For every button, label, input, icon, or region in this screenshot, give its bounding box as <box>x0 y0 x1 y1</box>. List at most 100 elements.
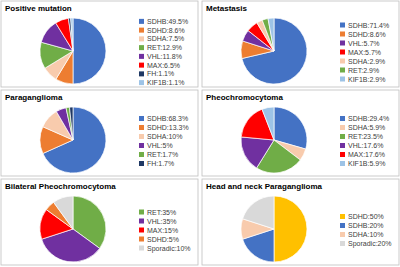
pie-slice <box>262 107 274 140</box>
pie <box>40 196 106 262</box>
pie <box>241 107 307 173</box>
chart-title: Positive mutation <box>5 4 72 13</box>
panel-frame <box>202 1 399 87</box>
legend-label: MAX:15% <box>147 227 178 234</box>
chart-title: Head and neck Paraganglioma <box>206 182 323 191</box>
legend-label: VHL:5.7% <box>348 40 380 47</box>
legend-label: SDHA:10% <box>348 231 383 238</box>
legend-swatch <box>340 116 345 121</box>
legend-label: RET:23.5% <box>348 133 383 140</box>
pie-slice <box>54 196 73 229</box>
legend-label: RET:35% <box>147 209 176 216</box>
legend-label: KIF1B:5.9% <box>348 160 385 167</box>
legend-swatch <box>139 80 144 85</box>
legend-label: SDHD:8.6% <box>348 31 386 38</box>
legend-swatch <box>139 125 144 130</box>
legend-label: SDHA:5.9% <box>348 124 385 131</box>
legend-swatch <box>139 63 144 68</box>
legend-label: SDHB:20% <box>348 222 383 229</box>
chart-title: Paraganglioma <box>5 93 63 102</box>
legend-swatch <box>139 237 144 242</box>
legend: SDHD:50% SDHB:20% SDHA:10% Sporadic:20% <box>340 213 392 248</box>
legend-swatch <box>340 223 345 228</box>
legend-label: SDHD:5% <box>147 236 179 243</box>
panel-frame <box>202 90 399 176</box>
pie-slice <box>262 19 274 51</box>
legend-swatch <box>139 246 144 251</box>
pie-slice <box>73 18 106 84</box>
legend-label: FH:1.7% <box>147 160 174 167</box>
pie-slice <box>68 18 73 51</box>
panel: ParagangliomaSDHB:68.3%SDHD:13.3%SDHA:10… <box>1 90 198 176</box>
legend-swatch <box>340 77 345 82</box>
legend-swatch <box>340 134 345 139</box>
legend-label: MAX:5.7% <box>348 49 381 56</box>
legend-swatch <box>139 161 144 166</box>
legend-label: RET:2.9% <box>348 67 379 74</box>
legend-swatch <box>340 143 345 148</box>
legend-swatch <box>139 116 144 121</box>
legend-label: MAX:6.5% <box>147 62 180 69</box>
legend-swatch <box>340 50 345 55</box>
legend-label: SDHD:8.6% <box>147 27 185 34</box>
figure: Positive mutation SDHB:49.5%SDHD:8.6%SDHA… <box>0 0 400 267</box>
legend-swatch <box>340 152 345 157</box>
legend-label: SDHD:13.3% <box>147 124 189 131</box>
pie-slice <box>241 137 274 168</box>
legend-label: SDHD:50% <box>348 213 384 220</box>
chart-title: Pheochromocytoma <box>206 93 283 102</box>
legend-swatch <box>340 214 345 219</box>
panel: Pheochromocytoma SDHB:29.4% SDHA:5.9% RET:2… <box>202 90 399 176</box>
panel-frame <box>1 1 198 87</box>
legend-label: SDHA:10% <box>147 133 182 140</box>
legend-swatch <box>340 68 345 73</box>
legend-swatch <box>340 41 345 46</box>
chart-title: Bilateral Pheochromocytoma <box>5 182 116 191</box>
legend-swatch <box>139 219 144 224</box>
legend-swatch <box>340 232 345 237</box>
pie-slice <box>56 18 73 51</box>
legend-label: VHL:35% <box>147 218 177 225</box>
panel: Positive mutation SDHB:49.5%SDHD:8.6%SDHA… <box>1 1 198 87</box>
legend: RET:35%VHL:35%MAX:15%SDHD:5%Sporadic:10% <box>139 209 191 253</box>
legend-swatch <box>139 152 144 157</box>
legend-label: RET:1.7% <box>147 151 178 158</box>
panel: Bilateral Pheochromocytoma RET:35% VHL:35%… <box>1 179 198 265</box>
legend-swatch <box>340 125 345 130</box>
panel-frame <box>1 90 198 176</box>
pie <box>241 18 307 84</box>
pie-slice <box>243 196 274 229</box>
legend-swatch <box>139 71 144 76</box>
chart-title: Metastasis <box>206 4 247 13</box>
legend-swatch <box>340 161 345 166</box>
legend: SDHB:68.3%SDHD:13.3%SDHA:10%VHL:5%RET:1.… <box>139 115 189 167</box>
legend-swatch <box>340 32 345 37</box>
legend: SDHB:29.4% SDHA:5.9% RET:23.5% VHL:17.6% MAX… <box>340 115 389 167</box>
legend-label: Sporadic:20% <box>348 240 392 248</box>
legend-label: SDHB:29.4% <box>348 115 389 122</box>
legend: SDHB:49.5%SDHD:8.6%SDHA:7.5%RET:12.9%VHL… <box>139 18 188 86</box>
legend-label: VHL:5% <box>147 142 173 149</box>
pie-slice <box>69 107 73 140</box>
legend-label: FH:1.1% <box>147 70 174 77</box>
panel: MetastasisSDHB:71.4%SDHD:8.6%VHL:5.7%MAX… <box>202 1 399 87</box>
legend-swatch <box>139 134 144 139</box>
legend-label: MAX:17.6% <box>348 151 385 158</box>
pie-slice <box>268 18 274 51</box>
pie-slice <box>66 107 73 140</box>
legend-swatch <box>139 54 144 59</box>
legend-swatch <box>139 36 144 41</box>
legend-swatch <box>139 28 144 33</box>
legend-label: SDHA:7.5% <box>147 35 184 42</box>
legend: SDHB:71.4%SDHD:8.6%VHL:5.7%MAX:5.7%SDHA:… <box>340 22 389 83</box>
legend-label: KIF1B:2.9% <box>348 76 385 83</box>
legend-swatch <box>340 23 345 28</box>
legend-swatch <box>139 143 144 148</box>
legend-label: VHL:11.8% <box>147 53 182 60</box>
legend-label: SDHA:2.9% <box>348 58 385 65</box>
pie <box>40 107 106 173</box>
legend-label: VHL:17.6% <box>348 142 383 149</box>
pie <box>241 196 307 262</box>
pie-slice <box>56 108 73 140</box>
legend-label: KIF1B:1.1% <box>147 79 184 86</box>
